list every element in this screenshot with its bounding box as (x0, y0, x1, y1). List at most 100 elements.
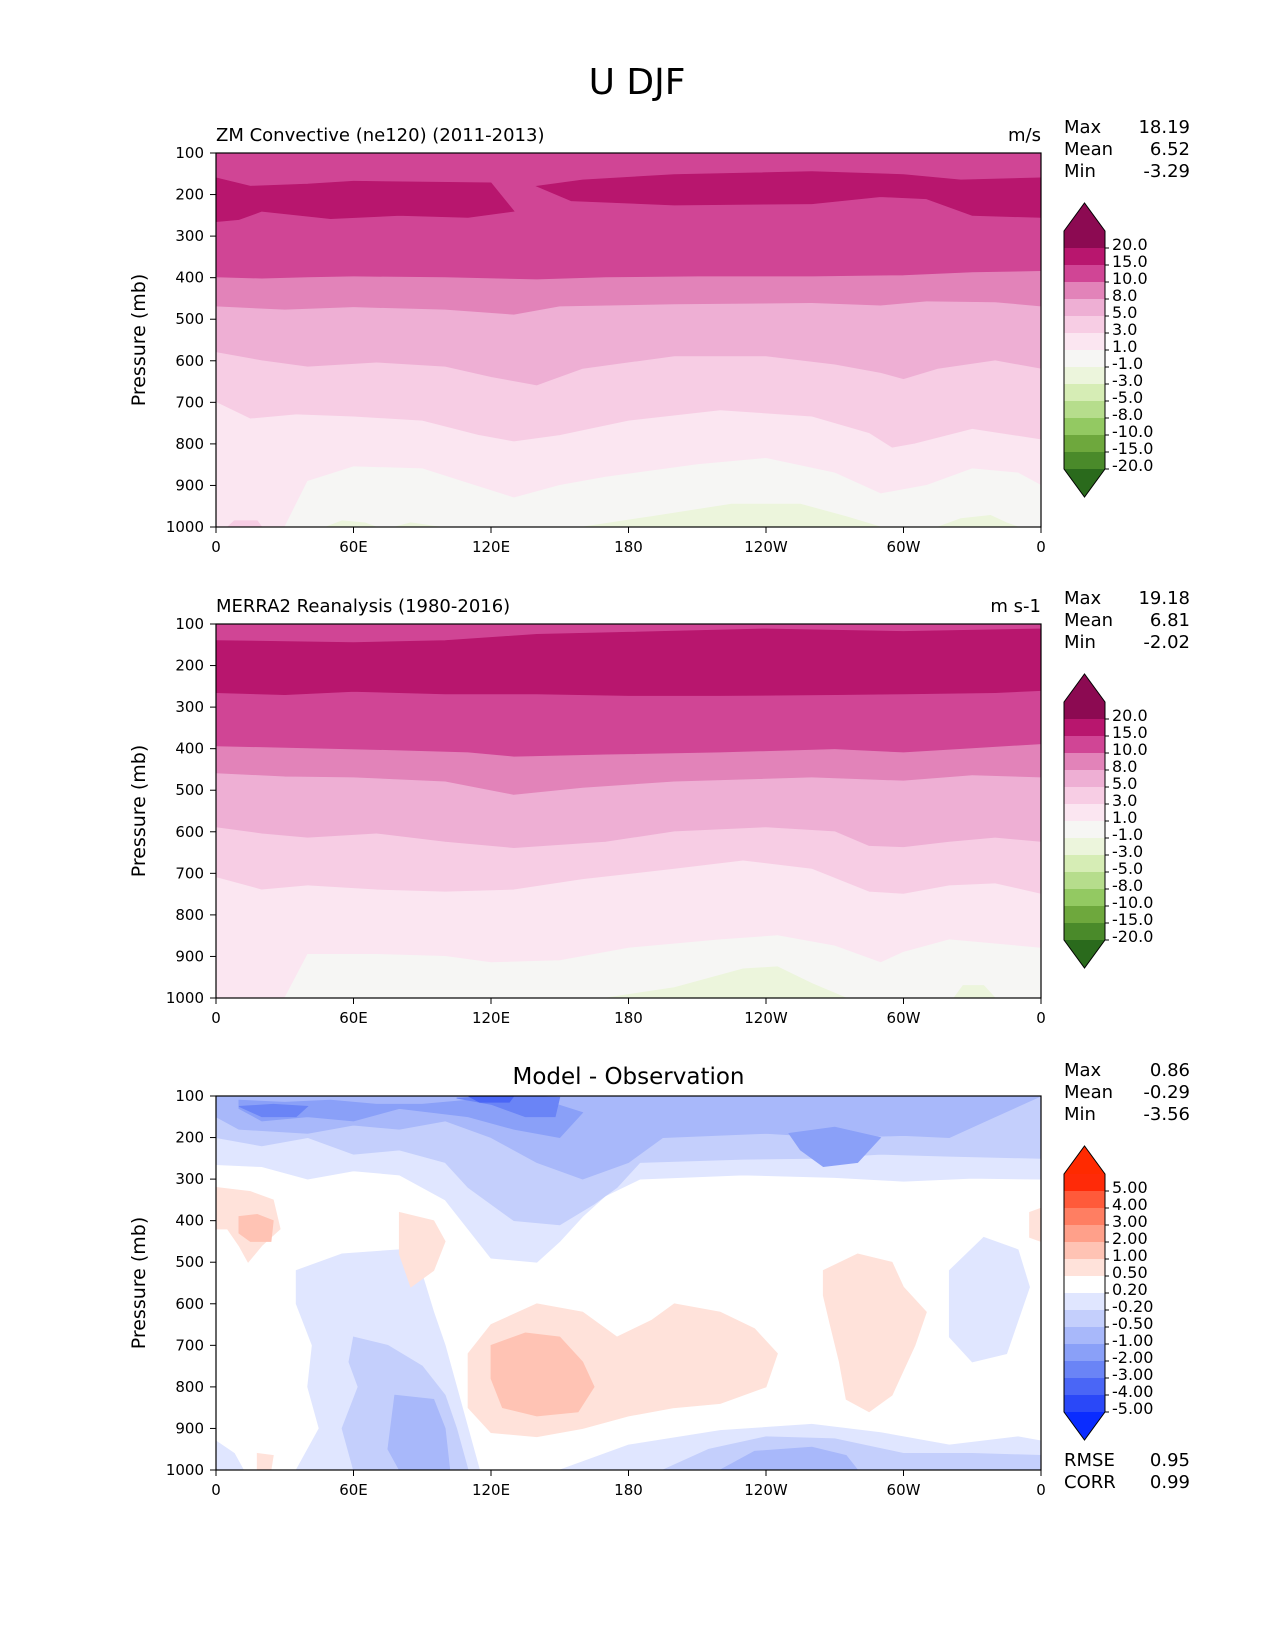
y-tick-label: 700 (175, 393, 204, 411)
colorbar-label: 15.0 (1112, 252, 1148, 271)
colorbar-label: 5.0 (1112, 303, 1137, 322)
stat-value: 0.86 (1150, 1060, 1190, 1081)
colorbar-segment (1064, 872, 1105, 890)
y-tick-label: 500 (175, 1253, 204, 1271)
colorbar-label: 0.20 (1112, 1280, 1148, 1299)
stat-label: Max (1064, 117, 1102, 138)
colorbar-segment (1064, 906, 1105, 924)
contour-band-7 (467, 1096, 515, 1103)
y-axis-label: Pressure (mb) (128, 274, 150, 407)
x-tick-label: 60E (339, 538, 368, 556)
colorbar-segment (1064, 1259, 1105, 1277)
colorbar-label: 5.00 (1112, 1178, 1148, 1197)
contour-band-9 (325, 520, 377, 527)
y-tick-label: 400 (175, 1212, 204, 1230)
colorbar-segment (1064, 889, 1105, 907)
y-tick-label: 200 (175, 1129, 204, 1147)
colorbar-segment (1064, 1174, 1105, 1192)
contour-band-6 (535, 171, 1041, 218)
y-tick-label: 200 (175, 186, 204, 204)
y-tick-label: 600 (175, 823, 204, 841)
colorbar-segment (1064, 736, 1105, 754)
y-tick-label: 300 (175, 698, 204, 716)
colorbar-segment (1064, 316, 1105, 334)
colorbar-label: 4.00 (1112, 1195, 1148, 1214)
stat-label: Max (1064, 588, 1102, 609)
contour-band-6 (238, 1103, 309, 1118)
panel-title: MERRA2 Reanalysis (1980-2016) (216, 596, 510, 617)
colorbar-label: -10.0 (1112, 422, 1153, 441)
colorbar-segment (1064, 1242, 1105, 1260)
y-tick-label: 800 (175, 906, 204, 924)
contour-band-10 (394, 522, 441, 527)
figure-title: U DJF (589, 62, 686, 103)
colorbar-label: -0.20 (1112, 1297, 1153, 1316)
colorbar-segment (1064, 821, 1105, 839)
stat-value: 6.52 (1150, 139, 1190, 160)
y-tick-label: 400 (175, 269, 204, 287)
x-tick-label: 180 (614, 1481, 643, 1499)
colorbar-label: 0.50 (1112, 1263, 1148, 1282)
colorbar-label: -8.0 (1112, 405, 1143, 424)
contour-band-7 (216, 458, 1041, 527)
colorbar-segment (1064, 1293, 1105, 1311)
x-tick-label: 120W (744, 1009, 788, 1027)
contour-band-8 (953, 985, 996, 998)
y-tick-label: 400 (175, 740, 204, 758)
contour-band-21 (822, 1253, 927, 1413)
colorbar-segment (1064, 923, 1105, 941)
contour-band-15 (216, 1440, 244, 1470)
colorbar-label: 8.0 (1112, 286, 1137, 305)
colorbar-label: -2.00 (1112, 1348, 1153, 1367)
colorbar-label: 10.0 (1112, 269, 1148, 288)
colorbar: 5.004.003.002.001.000.500.20-0.20-0.50-1… (1063, 1145, 1153, 1441)
colorbar-label: -1.0 (1112, 354, 1143, 373)
colorbar-label: -4.00 (1112, 1382, 1153, 1401)
colorbar-label: -1.0 (1112, 825, 1143, 844)
y-tick-label: 800 (175, 1378, 204, 1396)
y-tick-label: 1000 (166, 989, 204, 1007)
panel-title: ZM Convective (ne120) (2011-2013) (216, 125, 544, 146)
colorbar-label: 1.00 (1112, 1246, 1148, 1265)
x-tick-label: 0 (211, 1481, 221, 1499)
panel-units: m/s (1008, 125, 1041, 146)
x-tick-label: 0 (211, 538, 221, 556)
colorbar-label: -5.00 (1112, 1399, 1153, 1418)
colorbar-extend-bottom (1064, 940, 1105, 968)
colorbar-label: 20.0 (1112, 706, 1148, 725)
y-tick-label: 200 (175, 657, 204, 675)
x-tick-label: 60E (339, 1481, 368, 1499)
colorbar-segment (1064, 350, 1105, 368)
y-tick-label: 600 (175, 1295, 204, 1313)
colorbar-label: 20.0 (1112, 235, 1148, 254)
colorbar-label: -5.0 (1112, 388, 1143, 407)
y-axis-label: Pressure (mb) (128, 1217, 150, 1350)
colorbar-segment (1064, 770, 1105, 788)
stat-label: Min (1064, 1104, 1096, 1125)
colorbar-segment (1064, 719, 1105, 737)
stat-label: Mean (1064, 1082, 1113, 1103)
x-tick-label: 0 (1036, 1009, 1046, 1027)
colorbar-segment (1064, 753, 1105, 771)
contour-band-14 (948, 1236, 1030, 1363)
x-tick-label: 60E (339, 1009, 368, 1027)
contour-band-12 (226, 520, 263, 527)
colorbar-segment (1064, 401, 1105, 419)
y-tick-label: 100 (175, 615, 204, 633)
colorbar-segment (1064, 299, 1105, 317)
colorbar-label: -0.50 (1112, 1314, 1153, 1333)
colorbar-label: 3.0 (1112, 791, 1137, 810)
stat-label: Min (1064, 161, 1096, 182)
contour-band-10 (387, 1394, 451, 1470)
colorbar-segment (1064, 787, 1105, 805)
x-tick-label: 120E (472, 538, 510, 556)
x-tick-label: 120E (472, 1009, 510, 1027)
y-tick-label: 100 (175, 144, 204, 162)
y-tick-label: 700 (175, 1336, 204, 1354)
contour-band-1 (216, 628, 1041, 696)
colorbar-segment (1064, 838, 1105, 856)
colorbar-segment (1064, 452, 1105, 470)
contour-band-6 (216, 935, 1041, 998)
stat-value: -3.29 (1143, 161, 1190, 182)
y-tick-label: 600 (175, 352, 204, 370)
